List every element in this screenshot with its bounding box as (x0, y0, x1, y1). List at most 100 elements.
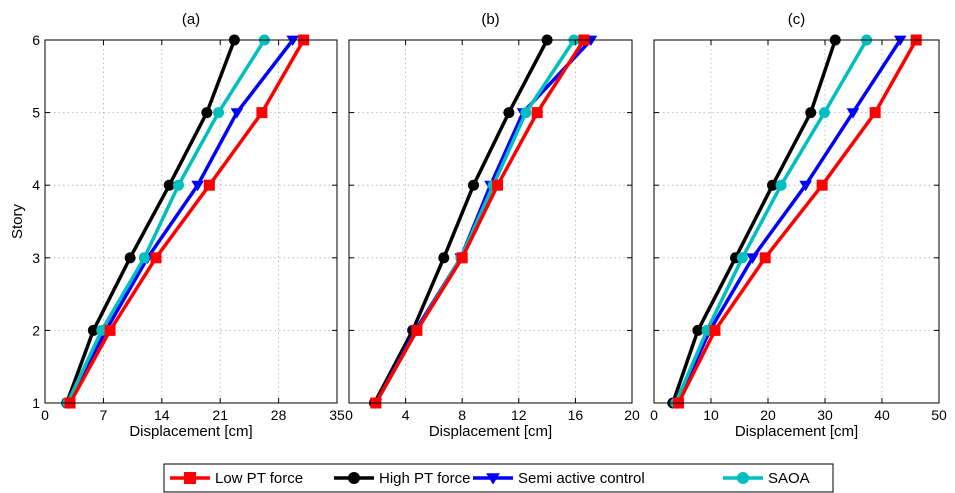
data-point (191, 180, 204, 192)
data-point (256, 107, 268, 119)
x-tick-label: 35 (329, 407, 345, 423)
axes-box (348, 39, 633, 404)
data-point (531, 107, 543, 119)
y-tick-label: 3 (32, 250, 40, 266)
data-point (163, 179, 175, 191)
x-tick-label: 10 (703, 407, 719, 423)
x-axis-label: Displacement [cm] (129, 423, 252, 440)
legend-label: High PT force (379, 470, 470, 487)
legend-item-saoa: SAOA (723, 470, 810, 487)
x-tick-label: 4 (402, 407, 410, 423)
series-low-pt-force (370, 34, 590, 409)
data-point (767, 179, 779, 191)
data-point (805, 107, 817, 119)
x-axis-label: Displacement [cm] (429, 423, 552, 440)
axes-box (44, 39, 338, 404)
data-point (150, 252, 162, 264)
data-point (438, 252, 450, 264)
legend-marker (184, 472, 196, 484)
ticks: 0 4 8 12 16 20 (345, 39, 640, 423)
data-point (775, 179, 787, 191)
legend-label: SAOA (768, 470, 810, 487)
series-line (68, 39, 306, 404)
series-line (674, 39, 869, 404)
y-tick-label: 5 (32, 105, 40, 121)
data-point (124, 252, 136, 264)
data-point (468, 179, 480, 191)
series-high-pt-force (667, 34, 841, 409)
axes-box (653, 39, 940, 404)
chart-panel-2: 0 4 8 12 16 20 (b) Displacement [cm] (345, 11, 640, 440)
grid (45, 40, 337, 403)
data-point (746, 253, 759, 264)
x-tick-label: 16 (568, 407, 584, 423)
legend-marker (737, 472, 749, 484)
y-tick-label: 4 (32, 177, 40, 193)
panel-title: (c) (788, 11, 806, 28)
x-tick-label: 20 (760, 407, 776, 423)
data-point (846, 108, 860, 119)
data-point (456, 252, 468, 264)
y-tick-label: 6 (32, 32, 40, 48)
series-high-pt-force (61, 34, 240, 409)
ticks: 0 10 20 30 40 50 (650, 39, 947, 423)
series-line (675, 39, 902, 404)
series-high-pt-force (368, 34, 553, 409)
data-point (201, 107, 213, 119)
data-point (138, 252, 150, 264)
legend-marker (348, 472, 360, 484)
x-tick-label: 40 (874, 407, 890, 423)
data-point (286, 35, 300, 47)
x-tick-label: 30 (817, 407, 833, 423)
data-point (172, 179, 184, 191)
legend-label: Semi active control (518, 470, 645, 487)
data-point (816, 179, 828, 191)
series-line (65, 39, 266, 404)
data-point (503, 107, 515, 119)
data-point (492, 179, 504, 191)
legend-label: Low PT force (215, 470, 303, 487)
series-line (671, 39, 837, 404)
x-tick-label: 7 (100, 407, 108, 423)
series-line (676, 39, 918, 404)
panel-title: (b) (481, 11, 499, 28)
data-point (203, 179, 215, 191)
legend-item-low-pt-force: Low PT force (170, 470, 303, 487)
x-tick-label: 21 (212, 407, 228, 423)
data-point (213, 107, 225, 119)
y-tick-label: 1 (32, 395, 40, 411)
chart-panel-1: 0 7 14 21 28 35 1 2 3 4 5 6 (a) Displacement [cm] Stor… (9, 11, 345, 440)
ticks: 0 7 14 21 28 35 1 2 3 4 5 6 (32, 32, 345, 423)
series-line (374, 39, 586, 404)
chart-panel-3: 0 10 20 30 40 50 (c) Displacement [cm] (650, 11, 947, 440)
series-saoa (670, 34, 873, 409)
y-tick-label: 2 (32, 322, 40, 338)
x-tick-label: 8 (458, 407, 466, 423)
data-point (709, 324, 721, 336)
data-point (96, 324, 108, 336)
data-point (736, 252, 748, 264)
series-line (65, 39, 237, 404)
legend-item-semi-active-control: Semi active control (473, 470, 645, 487)
data-point (799, 180, 812, 192)
x-tick-label: 50 (931, 407, 947, 423)
data-point (411, 324, 423, 336)
grid (654, 40, 939, 403)
legend-item-high-pt-force: High PT force (334, 470, 470, 487)
series-saoa (62, 34, 270, 409)
series-line (372, 39, 549, 404)
data-point (87, 324, 99, 336)
grid (349, 40, 632, 403)
data-point (893, 35, 907, 47)
data-point (818, 107, 830, 119)
x-tick-label: 28 (271, 407, 287, 423)
x-tick-label: 20 (624, 407, 640, 423)
data-point (869, 107, 881, 119)
x-tick-label: 0 (650, 407, 658, 423)
data-point (230, 108, 244, 119)
data-point (759, 252, 771, 264)
x-tick-label: 0 (41, 407, 49, 423)
series-low-pt-force (673, 34, 922, 409)
